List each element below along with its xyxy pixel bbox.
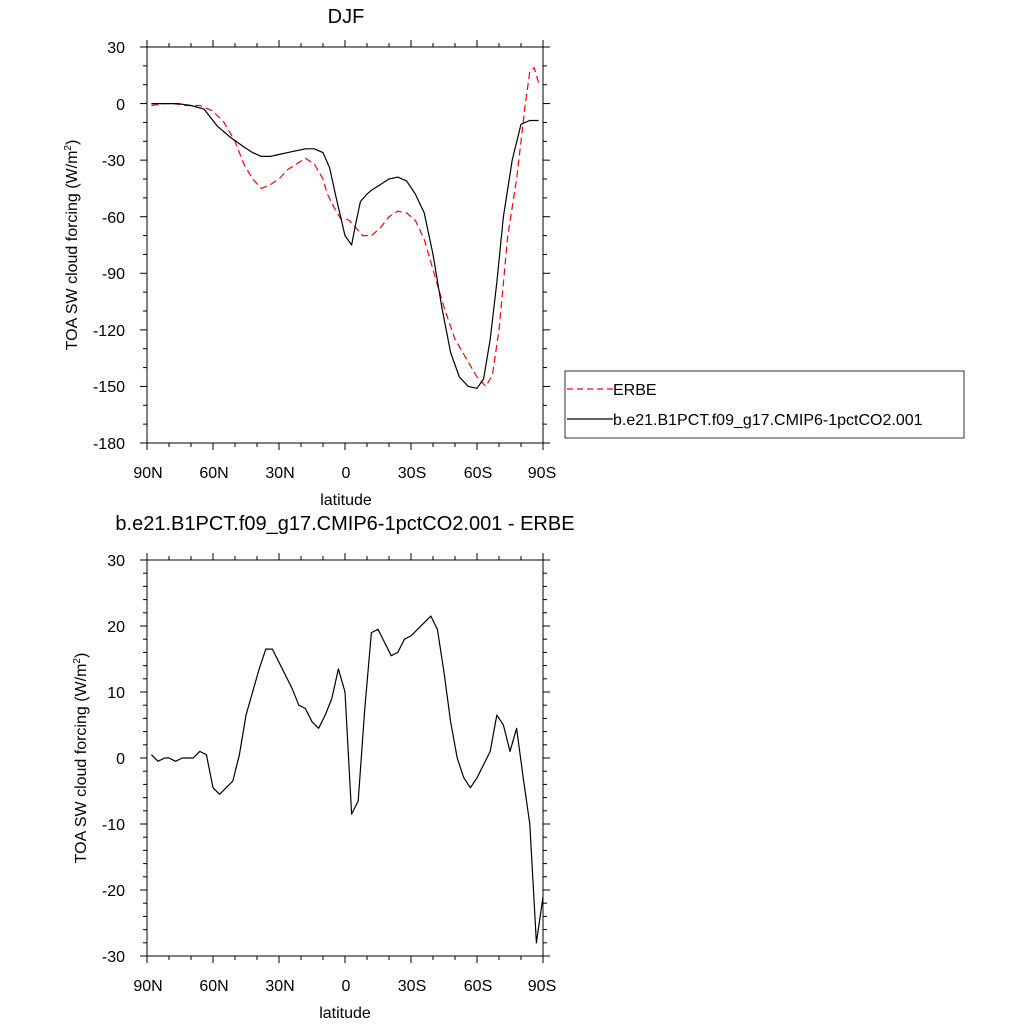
y-tick-label: -180 (93, 436, 125, 453)
top-chart-title: DJF (328, 6, 365, 28)
x-tick-label: 90N (133, 465, 162, 482)
top-x-tick-labels: 90N 60N 30N 0 30S 60S 90S (133, 465, 556, 482)
x-tick-label: 60N (199, 465, 228, 482)
y-tick-label: 0 (116, 751, 125, 768)
y-tick-label: -150 (93, 379, 125, 396)
x-tick-label: 60N (199, 978, 228, 995)
x-tick-label: 30S (398, 465, 426, 482)
y-tick-label: 10 (107, 685, 125, 702)
y-axis-label-close: ) (64, 140, 81, 145)
series-line-erbe (151, 67, 540, 387)
y-tick-label: -10 (102, 817, 125, 834)
top-y-tick-labels: 30 0 -30 -60 -90 -120 -150 -180 (93, 40, 125, 453)
legend: ERBE b.e21.B1PCT.f09_g17.CMIP6-1pctCO2.0… (564, 370, 965, 439)
x-tick-label: 30S (398, 978, 426, 995)
y-tick-label: 0 (116, 97, 125, 114)
y-tick-label: 20 (107, 619, 125, 636)
x-tick-label: 30N (265, 465, 294, 482)
x-tick-label: 60S (464, 465, 492, 482)
y-tick-label: 30 (107, 40, 125, 57)
x-tick-label: 60S (464, 978, 492, 995)
bottom-y-axis-label: TOA SW cloud forcing (W/m2) (72, 653, 90, 864)
y-tick-label: -60 (102, 210, 125, 227)
y-axis-label-superscript: 2 (72, 658, 83, 664)
y-axis-label-close: ) (73, 653, 90, 658)
series-line-model (151, 102, 539, 389)
y-axis-label-superscript: 2 (63, 145, 74, 151)
legend-label-erbe: ERBE (613, 382, 657, 399)
top-chart-ticks (140, 40, 550, 450)
y-axis-label-main: TOA SW cloud forcing (W/m (64, 151, 81, 351)
x-tick-label: 30N (265, 978, 294, 995)
bottom-chart-ticks (140, 553, 550, 963)
bottom-x-axis-label: latitude (319, 1005, 371, 1022)
top-chart-panel: DJF 30 0 -30 -60 -90 -120 -150 -180 90N … (63, 6, 965, 509)
y-tick-label: -30 (102, 153, 125, 170)
x-tick-label: 90S (528, 978, 556, 995)
legend-box (564, 370, 965, 439)
y-tick-label: -20 (102, 883, 125, 900)
x-tick-label: 90S (528, 465, 556, 482)
top-y-axis-label: TOA SW cloud forcing (W/m2) (63, 140, 81, 351)
y-tick-label: -30 (102, 949, 125, 966)
y-tick-label: -120 (93, 323, 125, 340)
y-tick-label: 30 (107, 553, 125, 570)
series-line-difference (150, 615, 544, 944)
x-tick-label: 90N (133, 978, 162, 995)
bottom-x-tick-labels: 90N 60N 30N 0 30S 60S 90S (133, 978, 556, 995)
top-chart-frame (146, 46, 544, 444)
top-chart-plot (151, 67, 540, 389)
x-tick-label: 0 (342, 465, 351, 482)
y-axis-label-main: TOA SW cloud forcing (W/m (73, 664, 90, 864)
bottom-y-tick-labels: 30 20 10 0 -10 -20 -30 (102, 553, 125, 966)
top-x-axis-label: latitude (320, 492, 372, 509)
x-tick-label: 0 (342, 978, 351, 995)
y-tick-label: -90 (102, 266, 125, 283)
bottom-chart-plot (150, 615, 544, 944)
bottom-chart-frame (146, 559, 544, 957)
bottom-chart-panel: b.e21.B1PCT.f09_g17.CMIP6-1pctCO2.001 - … (72, 513, 575, 1022)
legend-label-model: b.e21.B1PCT.f09_g17.CMIP6-1pctCO2.001 (613, 412, 923, 429)
bottom-chart-title: b.e21.B1PCT.f09_g17.CMIP6-1pctCO2.001 - … (115, 513, 574, 535)
